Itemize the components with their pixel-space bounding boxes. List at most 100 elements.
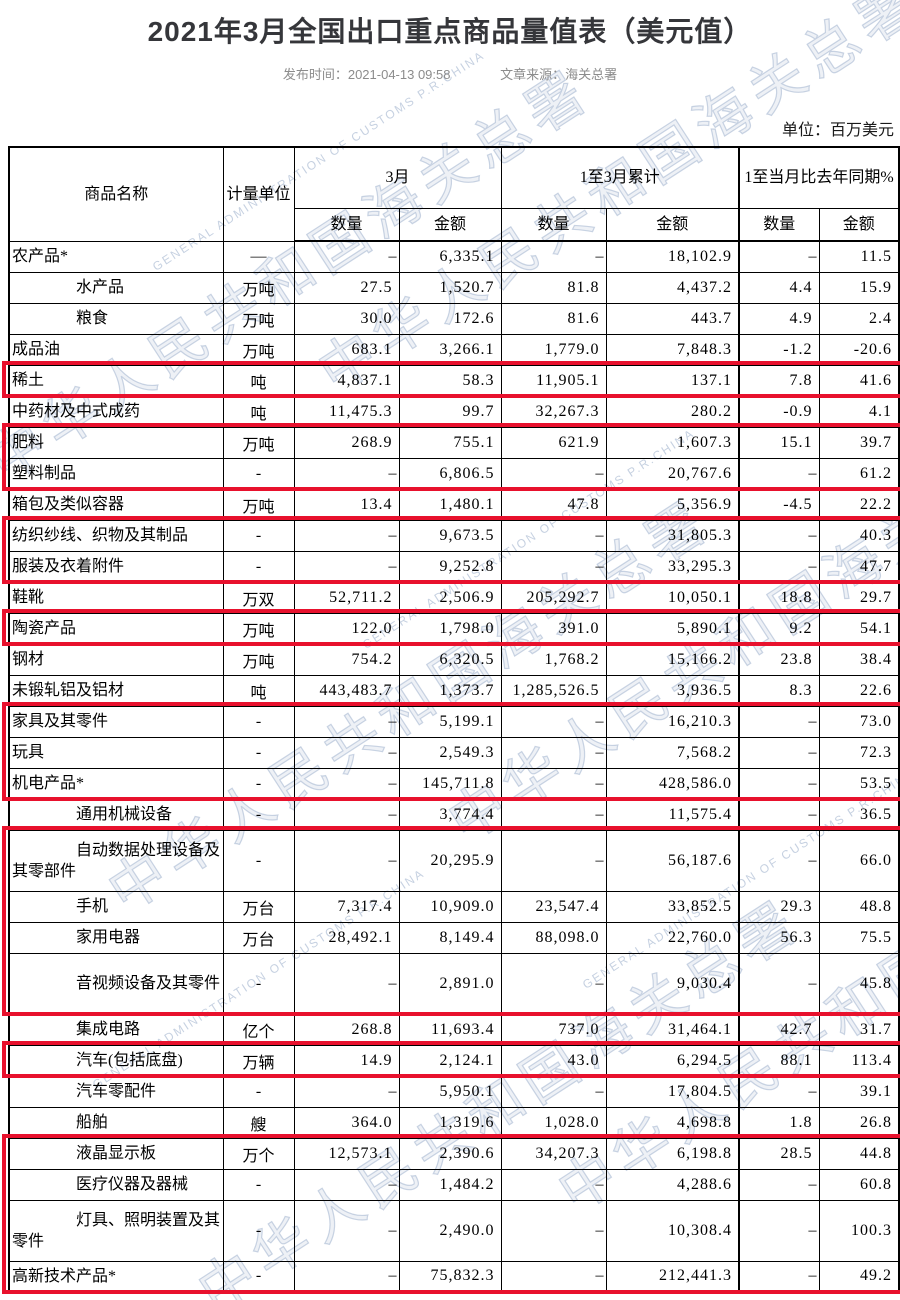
cum-qty-cell: 205,292.7 [500, 581, 607, 614]
unit-cell: - [222, 1199, 295, 1262]
yoy-amt-cell: 39.7 [818, 426, 900, 459]
yoy-qty-cell: – [738, 767, 820, 800]
march-qty-cell: – [293, 829, 400, 892]
yoy-amt-cell: 11.5 [818, 240, 900, 273]
march-amt-cell: 11,693.4 [398, 1013, 502, 1046]
unit-cell: — [222, 240, 295, 273]
yoy-amt-cell: 41.6 [818, 364, 900, 397]
march-qty-cell: 27.5 [293, 271, 400, 304]
commodity-name-cell: 自动数据处理设备及其零部件 [8, 829, 224, 892]
march-qty-cell: – [293, 1168, 400, 1201]
march-qty-cell: 268.8 [293, 1013, 400, 1046]
table-row: 水产品 万吨 27.5 1,520.7 81.8 4,437.2 4.4 15.9 [8, 271, 900, 304]
header-march-amt: 金额 [398, 207, 502, 242]
march-amt-cell: 1,319.6 [398, 1106, 502, 1139]
cum-amt-cell: 443.7 [605, 302, 740, 335]
march-qty-cell: 4,837.1 [293, 364, 400, 397]
unit-cell: - [222, 550, 295, 583]
yoy-amt-cell: 53.5 [818, 767, 900, 800]
commodity-name-cell: 机电产品* [8, 767, 224, 800]
unit-cell: 万双 [222, 581, 295, 614]
unit-cell: - [222, 798, 295, 831]
yoy-amt-cell: 72.3 [818, 736, 900, 769]
march-amt-cell: 2,124.1 [398, 1044, 502, 1077]
cum-amt-cell: 9,030.4 [605, 952, 740, 1015]
table-row: 家用电器 万台 28,492.1 8,149.4 88,098.0 22,760.0 56.… [8, 921, 900, 954]
march-amt-cell: 755.1 [398, 426, 502, 459]
table-row: 手机 万台 7,317.4 10,909.0 23,547.4 33,852.5 29.3 4… [8, 890, 900, 923]
unit-cell: - [222, 705, 295, 738]
commodity-name-cell: 成品油 [8, 333, 224, 366]
cum-qty-cell: – [500, 457, 607, 490]
cum-qty-cell: 11,905.1 [500, 364, 607, 397]
march-amt-cell: 1,484.2 [398, 1168, 502, 1201]
unit-cell: - [222, 1168, 295, 1201]
commodity-name-cell: 稀土 [8, 364, 224, 397]
cum-amt-cell: 6,294.5 [605, 1044, 740, 1077]
unit-cell: - [222, 736, 295, 769]
yoy-amt-cell: 29.7 [818, 581, 900, 614]
commodity-name-cell: 水产品 [8, 271, 224, 304]
article-source: 文章来源：海关总署 [500, 67, 618, 82]
yoy-amt-cell: 40.3 [818, 519, 900, 552]
march-amt-cell: 6,335.1 [398, 240, 502, 273]
march-qty-cell: 683.1 [293, 333, 400, 366]
cum-qty-cell: 391.0 [500, 612, 607, 645]
yoy-amt-cell: 22.6 [818, 674, 900, 707]
cum-amt-cell: 15,166.2 [605, 643, 740, 676]
table-row: 集成电路 亿个 268.8 11,693.4 737.0 31,464.1 42.7 31.7 [8, 1013, 900, 1046]
march-amt-cell: 5,199.1 [398, 705, 502, 738]
march-qty-cell: – [293, 705, 400, 738]
commodity-name-cell: 家具及其零件 [8, 705, 224, 738]
commodity-table: 商品名称 计量单位 3月 1至3月累计 1至当月比去年同期% 数量 金额 数量 … [8, 146, 900, 1293]
yoy-qty-cell: 9.2 [738, 612, 820, 645]
yoy-qty-cell: 15.1 [738, 426, 820, 459]
header-cum-qty: 数量 [500, 207, 607, 242]
yoy-amt-cell: 54.1 [818, 612, 900, 645]
march-qty-cell: – [293, 1075, 400, 1108]
table-row: 医疗仪器及器械 - –1,484.2–4,288.6–60.8 [8, 1168, 900, 1201]
march-amt-cell: 2,891.0 [398, 952, 502, 1015]
header-yoy-amt: 金额 [818, 207, 900, 242]
table-row: 玩具 - –2,549.3–7,568.2–72.3 [8, 736, 900, 769]
march-amt-cell: 5,950.1 [398, 1075, 502, 1108]
commodity-name-cell: 陶瓷产品 [8, 612, 224, 645]
cum-qty-cell: 88,098.0 [500, 921, 607, 954]
yoy-amt-cell: 47.7 [818, 550, 900, 583]
cum-qty-cell: – [500, 1260, 607, 1293]
commodity-name-cell: 纺织纱线、织物及其制品 [8, 519, 224, 552]
march-qty-cell: 12,573.1 [293, 1137, 400, 1170]
march-qty-cell: 754.2 [293, 643, 400, 676]
table-row: 成品油 万吨 683.1 3,266.1 1,779.0 7,848.3 -1.2 -20.6 [8, 333, 900, 366]
header-commodity: 商品名称 [8, 146, 224, 242]
yoy-amt-cell: 38.4 [818, 643, 900, 676]
march-qty-cell: – [293, 457, 400, 490]
cum-qty-cell: – [500, 705, 607, 738]
march-amt-cell: 8,149.4 [398, 921, 502, 954]
march-amt-cell: 2,490.0 [398, 1199, 502, 1262]
yoy-amt-cell: 22.2 [818, 488, 900, 521]
cum-qty-cell: 1,285,526.5 [500, 674, 607, 707]
commodity-name-cell: 医疗仪器及器械 [8, 1168, 224, 1201]
march-amt-cell: 99.7 [398, 395, 502, 428]
yoy-amt-cell: 44.8 [818, 1137, 900, 1170]
table-row: 钢材 万吨 754.2 6,320.5 1,768.2 15,166.2 23.8 38.4 [8, 643, 900, 676]
cum-qty-cell: – [500, 519, 607, 552]
cum-qty-cell: – [500, 952, 607, 1015]
unit-cell: 亿个 [222, 1013, 295, 1046]
commodity-name-cell: 塑料制品 [8, 457, 224, 490]
yoy-amt-cell: 73.0 [818, 705, 900, 738]
commodity-name-cell: 通用机械设备 [8, 798, 224, 831]
cum-amt-cell: 56,187.6 [605, 829, 740, 892]
cum-amt-cell: 31,805.3 [605, 519, 740, 552]
yoy-qty-cell: 8.3 [738, 674, 820, 707]
header-unit: 计量单位 [222, 146, 295, 242]
march-amt-cell: 2,506.9 [398, 581, 502, 614]
march-qty-cell: 52,711.2 [293, 581, 400, 614]
commodity-name-cell: 灯具、照明装置及其零件 [8, 1199, 224, 1262]
yoy-qty-cell: 29.3 [738, 890, 820, 923]
cum-amt-cell: 7,568.2 [605, 736, 740, 769]
cum-amt-cell: 11,575.4 [605, 798, 740, 831]
yoy-amt-cell: 39.1 [818, 1075, 900, 1108]
